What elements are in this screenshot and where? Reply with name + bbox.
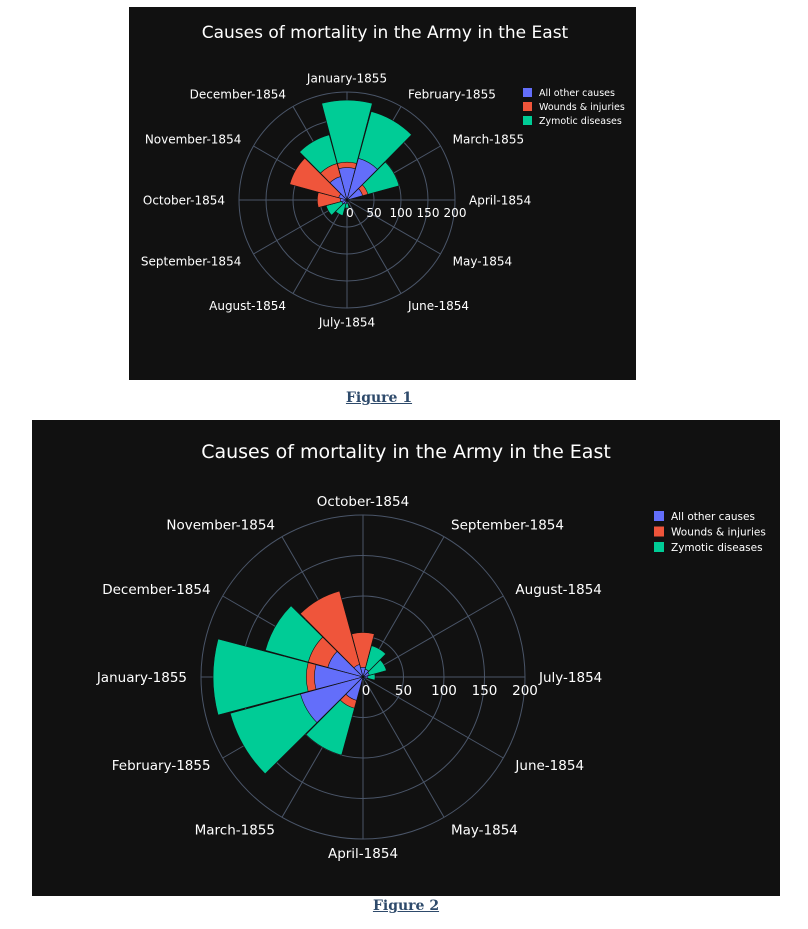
chart2-legend-label-all-other-causes: All other causes: [671, 511, 755, 523]
chart2-spoke: [362, 676, 445, 818]
chart1-category-label-may-1854: May-1854: [453, 254, 512, 268]
chart2-bar-wounds-injuries-october-1854: [351, 632, 375, 679]
chart2-bar-all-other-causes-january-1855: [314, 664, 365, 690]
chart1-spoke: [346, 199, 441, 255]
chart2-category-label-september-1854: September-1854: [451, 517, 564, 533]
chart2-radial-tick-0: 0: [362, 683, 371, 699]
figure-2-chart: Causes of mortality in the Army in the E…: [32, 420, 780, 896]
figure-1-caption: Figure 1: [345, 390, 413, 406]
chart1-radial-tick-100: 100: [390, 206, 413, 220]
chart1-category-label-september-1854: September-1854: [141, 254, 241, 268]
chart2-category-label-august-1854: August-1854: [515, 582, 601, 598]
chart2-legend-swatch-wounds-injuries: [654, 526, 664, 537]
chart1-legend-swatch-zymotic-diseases: [523, 116, 532, 125]
chart1-bar-all-other-causes-january-1855: [338, 167, 356, 202]
chart1-category-label-april-1854: April-1854: [469, 193, 531, 207]
chart1-legend-label-wounds-injuries: Wounds & injuries: [539, 102, 625, 113]
chart1-category-label-december-1854: December-1854: [190, 88, 286, 102]
chart1-bar-wounds-injuries-november-1854: [289, 157, 349, 201]
chart1-category-label-october-1854: October-1854: [143, 193, 225, 207]
chart2-spoke: [362, 595, 504, 678]
chart1-radial-tick-150: 150: [417, 206, 440, 220]
chart2-category-label-may-1854: May-1854: [451, 822, 518, 838]
chart1-radial-tick-0: 0: [346, 206, 354, 220]
chart1-title: Causes of mortality in the Army in the E…: [202, 23, 569, 43]
chart1-bar-all-other-causes-february-1855: [346, 157, 378, 202]
chart1-category-label-february-1855: February-1855: [408, 88, 496, 102]
chart2-spoke: [362, 676, 504, 759]
chart2-category-label-november-1854: November-1854: [166, 517, 275, 533]
chart2-radial-tick-100: 100: [431, 683, 457, 699]
chart1-category-label-march-1855: March-1855: [453, 132, 524, 146]
chart1-legend-swatch-wounds-injuries: [523, 102, 532, 111]
chart1-bar-all-other-causes-march-1855: [345, 188, 363, 201]
chart2-bar-all-other-causes-december-1854: [327, 650, 365, 678]
chart2-category-label-april-1854: April-1854: [328, 846, 398, 862]
chart2-legend-label-wounds-injuries: Wounds & injuries: [671, 527, 766, 539]
chart2-category-label-june-1854: June-1854: [514, 758, 584, 774]
chart1-spoke: [292, 199, 348, 294]
chart1-legend-swatch-all-other-causes: [523, 88, 532, 97]
chart2-legend-swatch-zymotic-diseases: [654, 542, 664, 552]
chart2-radial-tick-50: 50: [395, 683, 412, 699]
chart1-bar-wounds-injuries-october-1854: [317, 192, 349, 208]
chart1-radial-tick-200: 200: [444, 206, 467, 220]
chart2-category-label-january-1855: January-1855: [96, 670, 187, 686]
chart1-legend-label-zymotic-diseases: Zymotic diseases: [539, 116, 622, 127]
chart2-category-label-december-1854: December-1854: [102, 582, 210, 598]
chart2-radial-tick-150: 150: [472, 683, 498, 699]
chart2-bar-wounds-injuries-november-1854: [299, 590, 364, 679]
chart1-category-label-july-1854: July-1854: [318, 315, 375, 329]
chart1-category-label-june-1854: June-1854: [407, 299, 469, 313]
figure-1-chart: Causes of mortality in the Army in the E…: [129, 7, 636, 380]
chart1-spoke: [346, 199, 402, 294]
chart2-bar-all-other-causes-march-1855: [345, 675, 364, 701]
chart2-radial-tick-200: 200: [512, 683, 538, 699]
chart2-legend-swatch-all-other-causes: [654, 511, 664, 521]
chart2-category-label-february-1855: February-1855: [112, 758, 211, 774]
chart2-bar-zymotic-diseases-september-1854: [362, 645, 387, 679]
chart2-legend-label-zymotic-diseases: Zymotic diseases: [671, 542, 763, 554]
chart2-category-label-march-1855: March-1855: [195, 822, 275, 838]
chart2-bar-zymotic-diseases-january-1855: [212, 638, 365, 716]
chart1-category-label-august-1854: August-1854: [209, 299, 286, 313]
chart2-bar-all-other-causes-february-1855: [300, 676, 365, 724]
chart1-category-label-january-1855: January-1855: [306, 71, 387, 85]
chart2-category-label-october-1854: October-1854: [317, 494, 409, 510]
chart2-title: Causes of mortality in the Army in the E…: [201, 441, 611, 463]
chart2-category-label-july-1854: July-1854: [538, 670, 602, 686]
polar-chart-2: Causes of mortality in the Army in the E…: [96, 441, 766, 862]
polar-chart-1: Causes of mortality in the Army in the E…: [141, 23, 625, 329]
chart1-legend-label-all-other-causes: All other causes: [539, 88, 615, 99]
chart1-category-label-november-1854: November-1854: [145, 132, 242, 146]
chart1-bar-zymotic-diseases-january-1855: [321, 99, 373, 202]
figure-2-caption: Figure 2: [372, 898, 440, 914]
chart1-radial-tick-50: 50: [366, 206, 381, 220]
